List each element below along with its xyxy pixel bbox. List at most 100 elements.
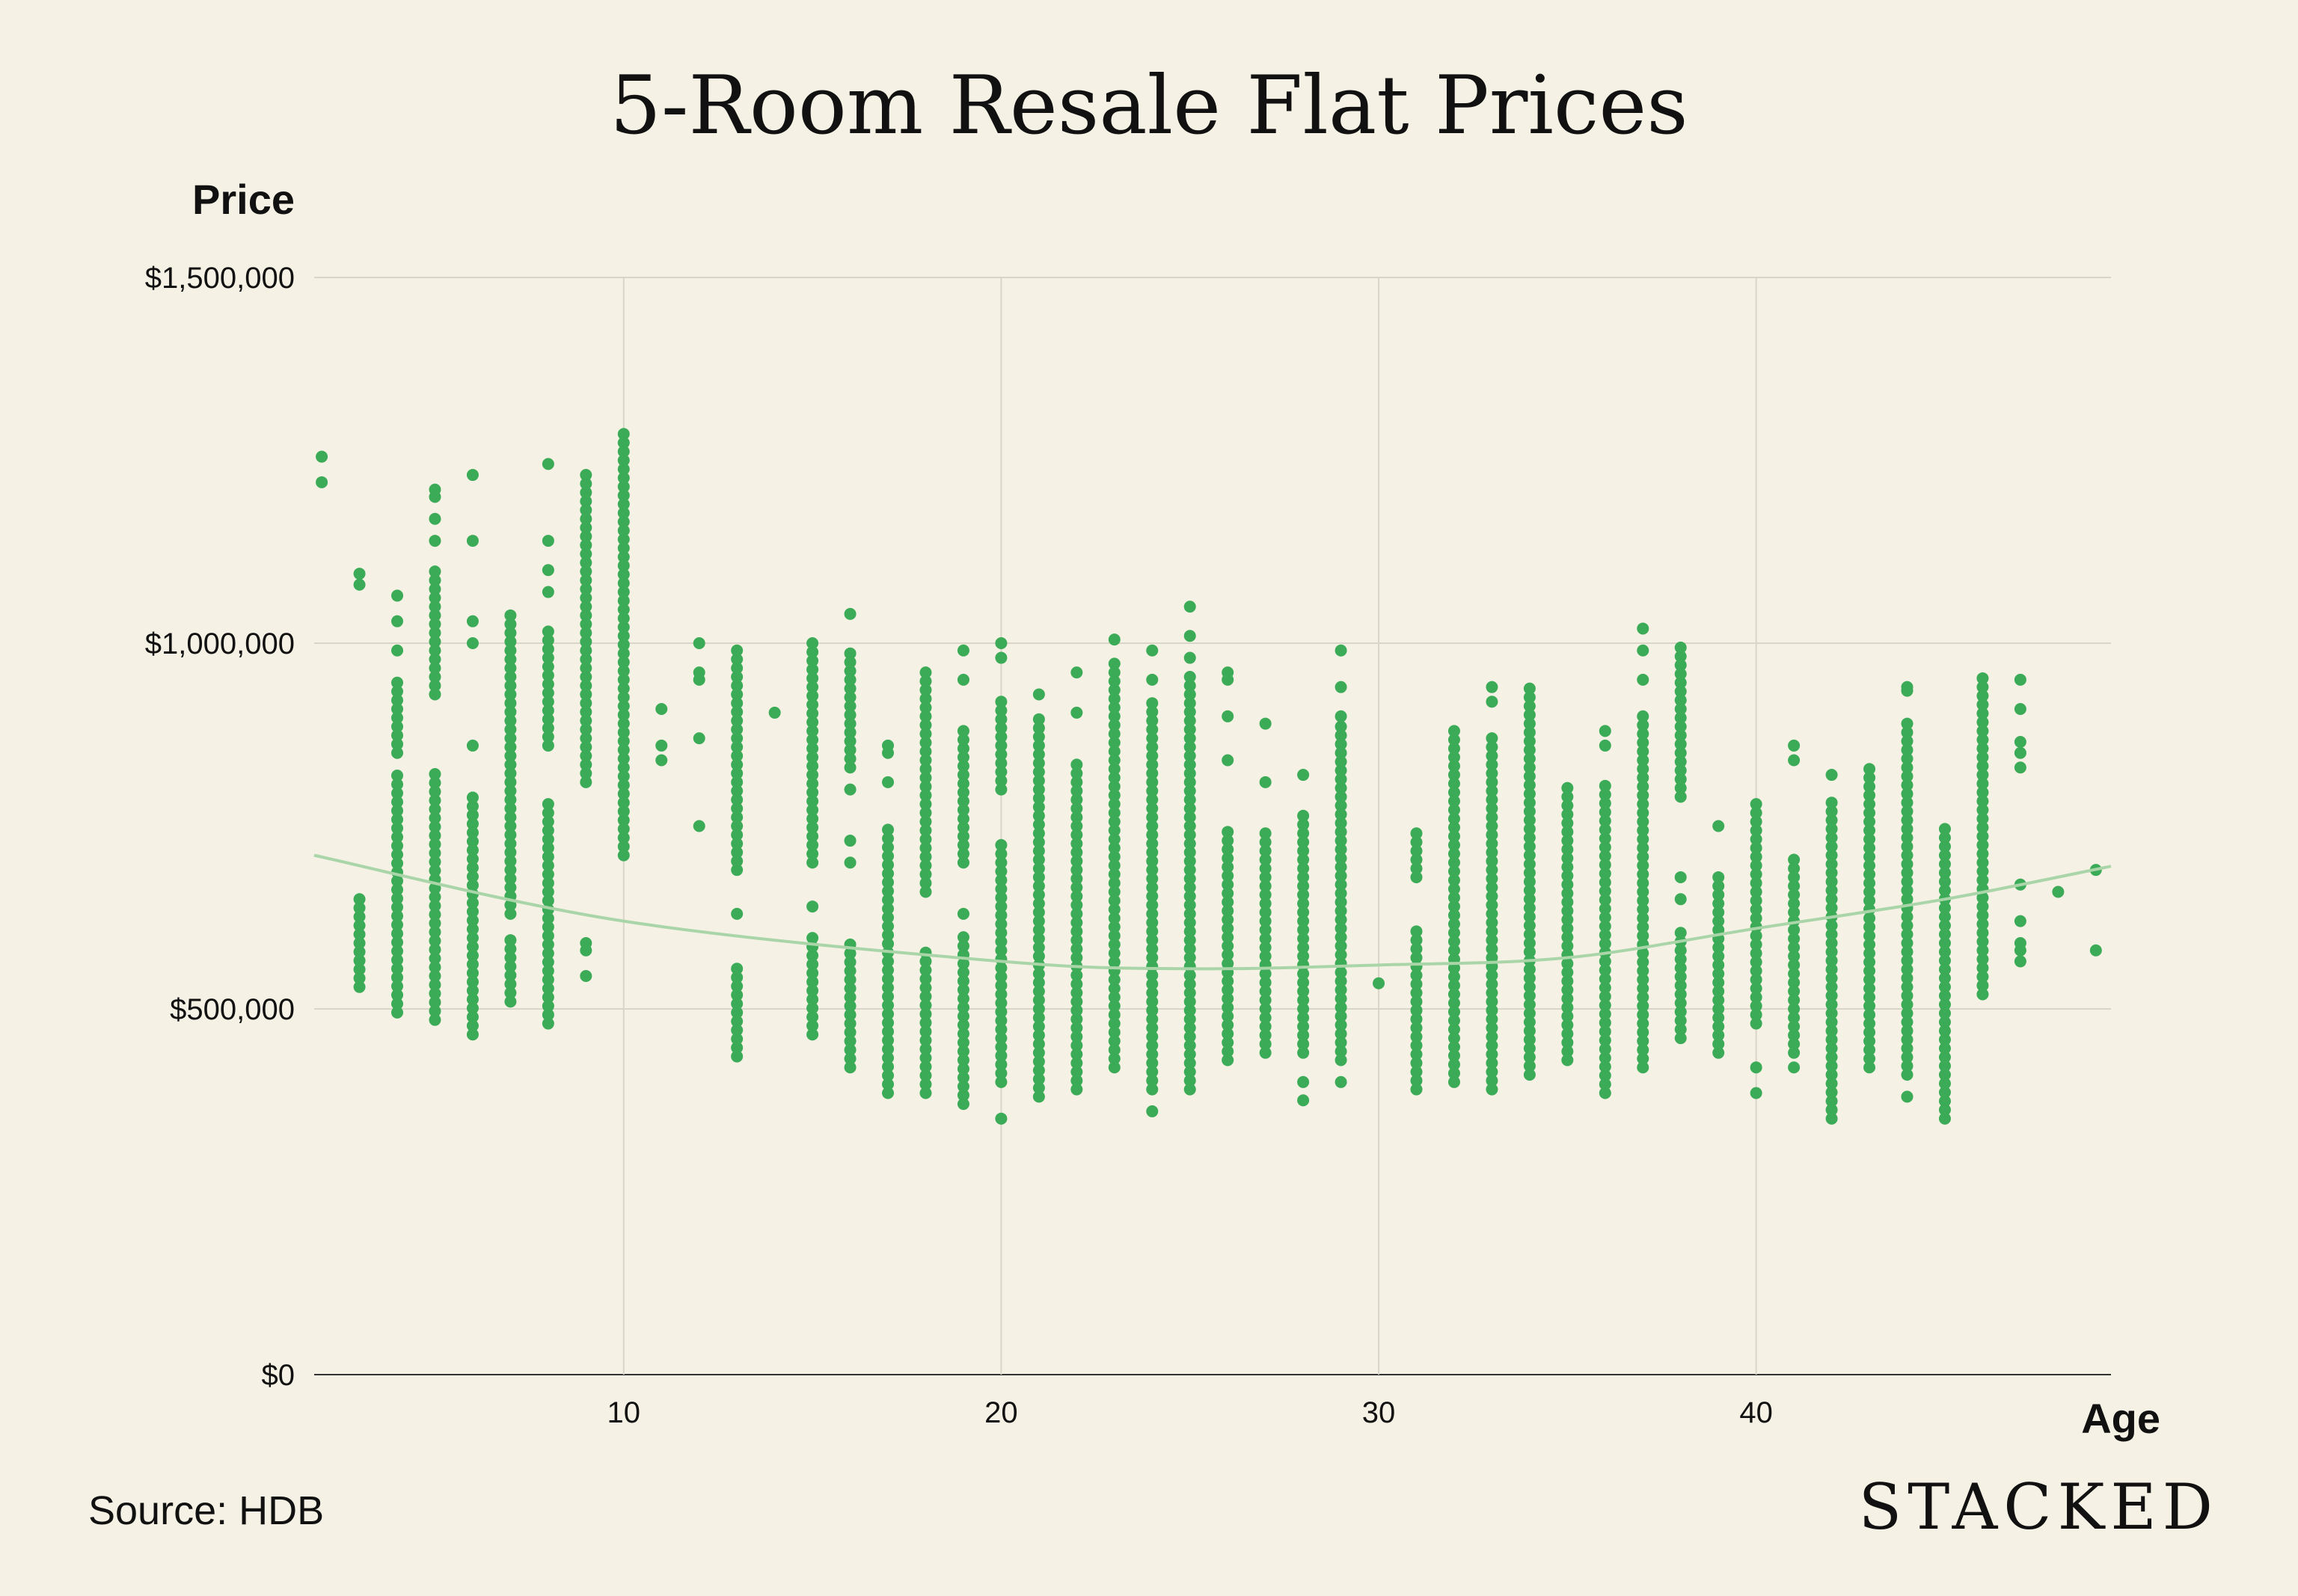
data-point [1523,902,1536,915]
data-point [1447,777,1460,790]
data-point [1297,924,1310,936]
data-point [580,601,592,613]
data-point [1825,867,1838,880]
data-point [1825,1051,1838,1064]
data-point [1297,1094,1310,1107]
data-point [1297,853,1310,866]
data-point [429,820,441,833]
data-point [1712,1029,1725,1042]
data-point [1183,723,1196,736]
data-point [1183,794,1196,806]
data-point [995,997,1008,1010]
data-point [1410,1013,1423,1025]
data-point [391,813,404,826]
data-point [1146,811,1159,823]
data-point [882,920,895,933]
data-point [542,739,554,752]
data-point [1335,975,1347,987]
data-point [1637,982,1649,995]
data-point [1599,920,1611,933]
data-point [1599,1069,1611,1081]
data-point [882,832,895,845]
data-point [1561,835,1574,847]
data-point [731,705,744,718]
data-point [1523,1060,1536,1072]
data-point [1146,969,1159,982]
data-point [504,846,517,859]
data-point [1070,1066,1083,1078]
data-point [580,767,592,780]
data-point [1825,1077,1838,1090]
data-point [1032,801,1045,814]
data-point [957,760,969,773]
data-point [1335,737,1347,750]
data-point [1561,808,1574,820]
data-point [1674,979,1687,992]
data-point [1750,806,1762,819]
data-point [882,990,895,1003]
data-point [1486,1031,1498,1043]
data-point [1070,666,1083,679]
data-point [844,726,857,739]
data-point [1825,972,1838,984]
data-point [1108,789,1121,802]
data-point [391,804,404,817]
data-point [504,960,517,973]
data-point [1222,1045,1234,1058]
data-point [995,856,1008,869]
data-point [1901,980,1914,993]
data-point [1863,1000,1876,1013]
data-point [1070,995,1083,1008]
y-tick-label: $1,000,000 [145,627,295,660]
data-point [1788,1037,1801,1050]
data-point [1297,933,1310,945]
data-point [1486,925,1498,938]
data-point [1108,728,1121,740]
data-point [844,607,857,620]
data-point [1712,1046,1725,1059]
data-point [391,796,404,808]
data-point [1108,702,1121,714]
data-point [542,625,554,638]
data-point [1901,936,1914,949]
data-point [1863,868,1876,881]
data-point [1410,1031,1423,1043]
data-point [1297,769,1310,782]
data-point [1146,794,1159,806]
data-point [353,963,366,976]
data-point [353,980,366,993]
data-point [617,665,630,678]
data-point [1976,777,1989,790]
data-point [1108,903,1121,915]
data-point [1486,846,1498,859]
data-point [1146,705,1159,718]
data-point [844,1035,857,1048]
data-point [504,609,517,621]
data-point [1297,1037,1310,1050]
data-point [1599,929,1611,942]
data-point [1146,776,1159,788]
data-point [391,822,404,835]
data-point [1750,824,1762,837]
data-point [1222,931,1234,944]
data-point [316,450,328,463]
data-point [429,794,441,807]
data-point [580,705,592,718]
data-point [806,1028,819,1041]
data-point [1032,888,1045,901]
data-point [1259,888,1272,901]
data-point [429,908,441,921]
data-point [429,987,441,1000]
data-point [1637,903,1649,915]
data-point [1070,881,1083,894]
data-point [1447,970,1460,983]
data-point [429,662,441,675]
data-point [1222,1010,1234,1022]
data-point [1222,870,1234,883]
data-point [429,803,441,816]
data-point [1146,986,1159,999]
data-point [391,1006,404,1019]
data-point [882,1034,895,1047]
data-point [391,901,404,914]
data-point [1259,994,1272,1007]
